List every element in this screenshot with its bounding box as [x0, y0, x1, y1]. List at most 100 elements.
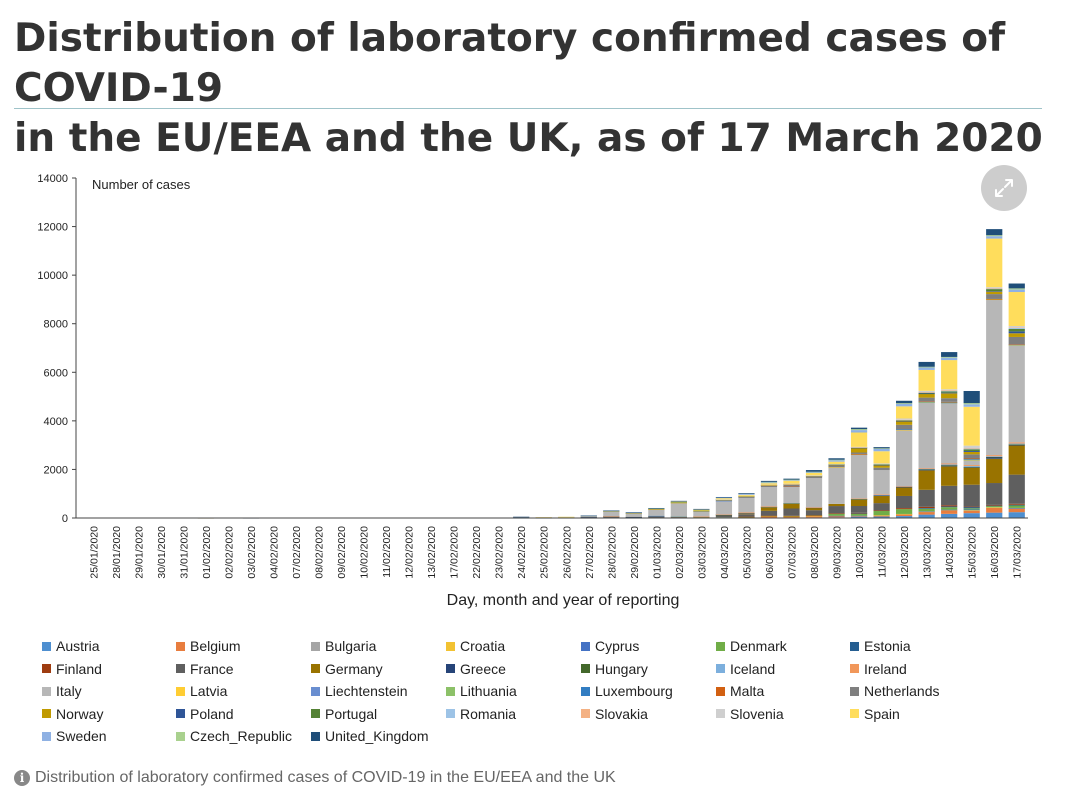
bar-segment-hungary: Hungary 13/03/2020: 10: [918, 469, 935, 470]
figure-caption: i Distribution of laboratory confirmed c…: [14, 769, 616, 787]
bar-segment-ireland: Ireland 10/03/2020: 20: [850, 498, 868, 499]
legend-label: Austria: [56, 638, 100, 654]
legend-item-italy: Italy: [42, 681, 82, 701]
bar-segment-denmark: Denmark 17/03/2020: 100: [1008, 505, 1025, 508]
y-tick-label: 2000: [44, 464, 68, 476]
bar-segment-netherlands: Netherlands 14/03/2020: 150: [941, 398, 958, 402]
bar-segment-germany: Germany 03/03/2020: 30: [693, 516, 710, 518]
bar-segment-portugal: Portugal 15/03/2020: 70: [963, 449, 980, 451]
legend-label: United_Kingdom: [325, 728, 429, 745]
bar-segment-romania: Romania 14/03/2020: 30: [941, 390, 958, 392]
bar-segment-italy: Italy 16/03/2020: 6400: [986, 299, 1003, 456]
bar-segment-ireland: Ireland 17/03/2020: 50: [1008, 442, 1025, 444]
legend-label: Estonia: [864, 638, 911, 654]
bar-segment-germany: Germany 16/03/2020: 1000: [986, 458, 1003, 484]
bar-segment-finland: Finland 08/03/2020: 10: [805, 515, 823, 516]
bar-segment-slovenia: Slovenia 10/03/2020: 15: [850, 446, 868, 448]
bar-segment-slovenia: Slovenia 16/03/2020: 40: [986, 287, 1003, 289]
bar-segment-france: France 14/03/2020: 800: [941, 485, 958, 506]
bar-segment-spain: Spain 04/03/2020: 50: [715, 498, 733, 500]
y-tick-label: 0: [62, 513, 68, 525]
bar-segment-luxembourg: Luxembourg 12/03/2020: 20: [896, 429, 913, 431]
y-tick-label: 14000: [37, 173, 68, 185]
bar-segment-france: France 01/03/2020: 60: [648, 516, 665, 518]
bar-segment-germany: Germany 06/03/2020: 150: [760, 507, 778, 511]
bar-segment-belgium: Belgium 09/03/2020: 60: [828, 515, 845, 518]
legend-label: Hungary: [595, 660, 648, 677]
legend-label: Czech_Republic: [190, 728, 292, 745]
x-tick-label: 13/03/2020: [922, 526, 934, 579]
legend-label: Latvia: [190, 683, 228, 700]
bar-segment-latvia: Latvia 12/03/2020: 10: [896, 429, 913, 431]
y-tick-label: 6000: [44, 367, 68, 379]
legend-label: Poland: [190, 705, 234, 722]
bar-segment-austria: Austria 12/03/2020: 80: [896, 516, 913, 518]
bar-segment-poland: Poland 17/03/2020: 80: [1008, 331, 1025, 334]
bar-segment-ireland: Ireland 12/03/2020: 10: [896, 486, 913, 487]
x-tick-label: 03/02/2020: [246, 526, 258, 579]
expand-button[interactable]: [981, 165, 1027, 211]
legend-swatch: [850, 641, 859, 651]
bar-segment-finland: Finland 11/03/2020: 20: [873, 510, 890, 511]
bar-segment-poland: Poland 16/03/2020: 25: [986, 291, 1003, 292]
bar-segment-estonia: Estonia 13/03/2020: 30: [918, 508, 935, 509]
bar-segment-italy: Italy 09/03/2020: 1500: [828, 467, 845, 504]
bar-segment-slovakia: Slovakia 17/03/2020: 20: [1008, 327, 1025, 328]
bar-segment-italy: Italy 02/03/2020: 550: [670, 502, 687, 517]
x-tick-label: 16/03/2020: [989, 526, 1001, 579]
bar-segment-portugal: Portugal 17/03/2020: 100: [1008, 328, 1025, 332]
bar-segment-united-kingdom: United_Kingdom 14/03/2020: 200: [941, 352, 958, 357]
bar-segment-spain: Spain 02/03/2020: 40: [670, 501, 687, 503]
bar-segment-czech-republic: Czech_Republic 09/03/2020: 20: [828, 459, 845, 461]
legend-item-romania: Romania: [446, 704, 516, 724]
bar-segment-ireland: Ireland 11/03/2020: 10: [873, 494, 890, 495]
bar-segment-lithuania: Lithuania 15/03/2020: 10: [963, 459, 980, 461]
bar-segment-slovakia: Slovakia 10/03/2020: 2: [850, 447, 868, 448]
page-title: Distribution of laboratory confirmed cas…: [14, 14, 1054, 164]
legend-label: Germany: [325, 660, 383, 677]
bar-segment-slovenia: Slovenia 17/03/2020: 50: [1008, 326, 1025, 328]
bar-segment-netherlands: Netherlands 09/03/2020: 77: [828, 465, 845, 468]
x-tick-label: 01/02/2020: [201, 526, 213, 579]
legend-swatch: [850, 686, 859, 696]
bar-segment-spain: Spain 12/03/2020: 500: [896, 406, 913, 419]
bar-segment-united-kingdom: United_Kingdom 29/02/2020: 5: [625, 512, 642, 513]
legend-swatch: [716, 664, 725, 674]
bar-segment-france: France 08/03/2020: 200: [805, 510, 823, 516]
legend-label: France: [190, 660, 234, 677]
bar-segment-slovenia: Slovenia 11/03/2020: 40: [873, 463, 890, 465]
bar-segment-united-kingdom: United_Kingdom 04/03/2020: 20: [715, 496, 733, 498]
bar-segment-romania: Romania 17/03/2020: 50: [1008, 327, 1025, 329]
bar-segment-czech-republic: Czech_Republic 07/03/2020: 5: [783, 479, 800, 481]
bar-segment-sweden: Sweden 06/03/2020: 50: [760, 481, 778, 484]
legend-item-greece: Greece: [446, 659, 506, 679]
bar-segment-cyprus: Cyprus 09/03/2020: 2: [828, 515, 845, 517]
bar-segment-greece: Greece 12/03/2020: 30: [896, 486, 913, 488]
bar-segment-malta: Malta 14/03/2020: 10: [941, 401, 958, 403]
bar-segment-sweden: Sweden 16/03/2020: 100: [986, 236, 1003, 239]
legend-label: Norway: [56, 705, 104, 722]
x-tick-label: 07/03/2020: [787, 526, 799, 579]
legend-label: Slovenia: [730, 705, 784, 722]
title-line-2: in the EU/EEA and the UK, as of 17 March…: [14, 116, 1043, 161]
x-tick-label: 10/02/2020: [359, 526, 371, 579]
bar-segment-spain: Spain 11/03/2020: 500: [873, 451, 890, 464]
legend-swatch: [176, 686, 185, 696]
bar-segment-austria: Austria 11/03/2020: 60: [873, 516, 890, 518]
bar-segment-croatia: Croatia 08/03/2020: 2: [805, 515, 823, 517]
bar-segment-greece: Greece 16/03/2020: 70: [986, 457, 1003, 459]
legend-swatch: [42, 731, 51, 741]
legend-swatch: [446, 641, 455, 651]
bar-segment-france: France 02/03/2020: 30: [670, 517, 687, 518]
bar-segment-netherlands: Netherlands 08/03/2020: 60: [805, 476, 823, 479]
x-tick-label: 17/03/2020: [1012, 526, 1024, 579]
legend-item-germany: Germany: [311, 659, 383, 679]
bar-segment-slovenia: Slovenia 12/03/2020: 50: [896, 418, 913, 420]
bar-segment-denmark: Denmark 14/03/2020: 100: [941, 507, 958, 510]
legend-swatch: [446, 664, 455, 674]
legend-label: Greece: [460, 660, 506, 677]
legend-label: Finland: [56, 660, 102, 677]
bar-segment-greece: Greece 15/03/2020: 20: [963, 467, 980, 468]
bar-segment-norway: Norway 11/03/2020: 100: [873, 465, 890, 468]
x-tick-label: 17/02/2020: [449, 526, 461, 579]
